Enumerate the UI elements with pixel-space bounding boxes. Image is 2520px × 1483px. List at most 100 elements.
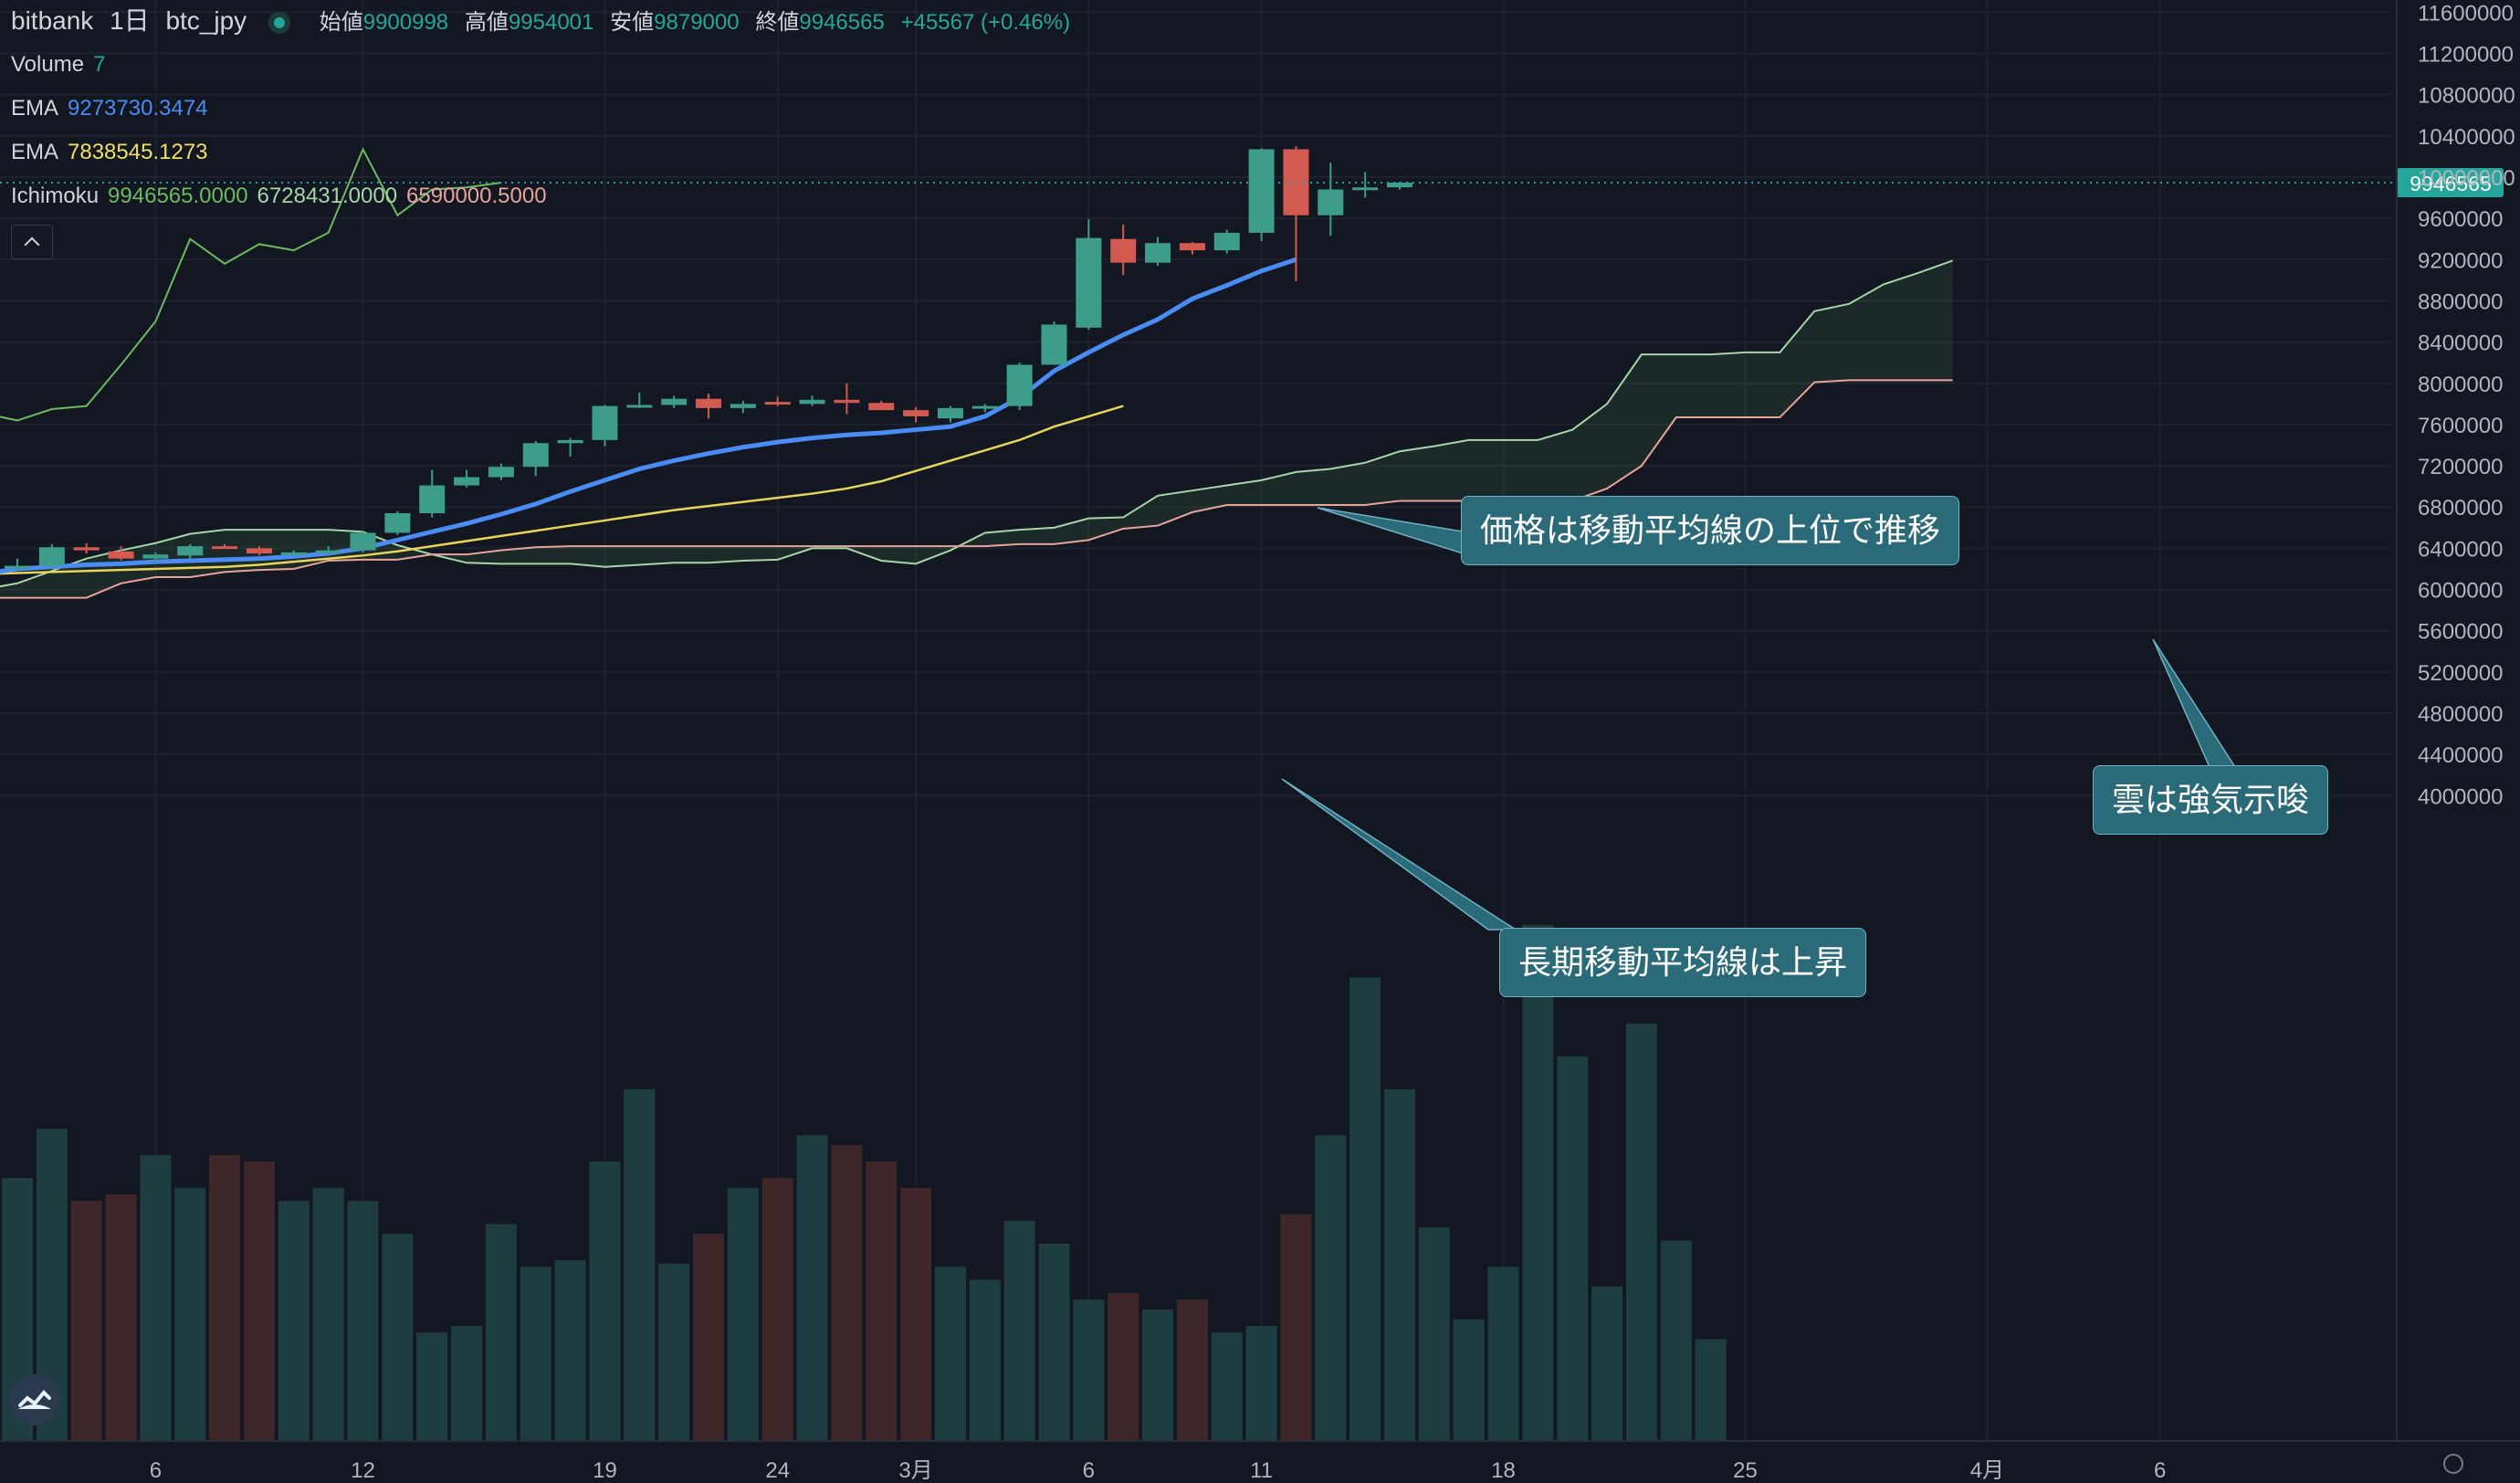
volume-bar	[1349, 977, 1381, 1441]
price-tick-label: 6000000	[2418, 579, 2503, 604]
time-axis: 2月61219243月61118254月6	[0, 1440, 2520, 1483]
volume-bar	[1418, 1227, 1450, 1441]
candle-body	[1248, 149, 1275, 233]
volume-bar	[1176, 1299, 1208, 1441]
price-tick-label: 9600000	[2418, 207, 2503, 232]
time-tick-label: 25	[1733, 1458, 1758, 1483]
volume-bar	[451, 1326, 483, 1441]
volume-bar	[1245, 1326, 1277, 1441]
candle-body	[522, 443, 549, 468]
volume-bar	[1625, 1023, 1657, 1441]
ema-fast-label: EMA	[11, 96, 59, 121]
time-tick-label: 19	[593, 1458, 617, 1483]
symbol-exchange[interactable]: bitbank	[11, 6, 94, 35]
span-a-line	[0, 259, 1953, 588]
collapse-legend-button[interactable]	[11, 225, 53, 259]
volume-bar	[209, 1154, 241, 1441]
candle-body	[937, 407, 963, 419]
ichimoku-cloud	[0, 259, 1953, 599]
ema-lines	[0, 257, 1297, 575]
symbol-legend: bitbank 1日 btc_jpy 始値9900998 高値9954001 安…	[11, 7, 1079, 37]
candle-body	[73, 547, 100, 551]
last-price-tag	[2397, 168, 2504, 197]
ohlc-high-label: 高値	[464, 10, 509, 35]
candle-body	[1318, 189, 1344, 216]
ichimoku-legend[interactable]: Ichimoku 9946565.0000 6728431.0000 6590000.…	[11, 183, 556, 210]
price-tick-label: 6400000	[2418, 537, 2503, 562]
candle-body	[1179, 243, 1205, 251]
volume-bar	[761, 1178, 793, 1441]
price-tick-label: 7600000	[2418, 414, 2503, 438]
symbol-pair[interactable]: btc_jpy	[165, 6, 247, 35]
volume-bar	[1315, 1135, 1347, 1441]
volume-legend[interactable]: Volume 7	[11, 51, 114, 79]
price-tick-label: 4400000	[2418, 743, 2503, 768]
ema-fast-legend[interactable]: EMA 9273730.3474	[11, 95, 217, 122]
ohlc-change: +45567 (+0.46%)	[900, 10, 1071, 35]
volume-bar	[1211, 1332, 1243, 1441]
candle-body	[1352, 187, 1379, 191]
callout-cloud-bullish[interactable]: 雲は強気示唆	[2093, 765, 2329, 835]
candle-body	[212, 546, 238, 550]
candle-body	[488, 467, 514, 478]
ema-slow-line	[0, 405, 1124, 575]
price-tick-label: 7200000	[2418, 455, 2503, 479]
candle-body	[38, 547, 65, 566]
price-tick-label: 11600000	[2418, 1, 2514, 26]
ema-slow-value: 7838545.1273	[68, 140, 208, 164]
volume-bar	[900, 1187, 932, 1441]
volume-bar	[485, 1224, 517, 1441]
ema-fast-value: 9273730.3474	[68, 96, 208, 121]
candle-body	[315, 550, 341, 553]
callout-price-above-ma[interactable]: 価格は移動平均線の上位で推移	[1461, 496, 1960, 565]
ohlc-close-label: 終値	[755, 10, 800, 35]
price-tick-label: 8000000	[2418, 373, 2503, 397]
cloud-fill	[0, 260, 1953, 598]
candle-body	[557, 439, 583, 444]
time-tick-label: 4月	[1970, 1458, 2004, 1483]
candle-body	[626, 405, 653, 408]
candle-body	[454, 477, 480, 486]
volume-bar	[658, 1263, 690, 1441]
volume-bar	[969, 1279, 1001, 1441]
volume-bar	[174, 1187, 206, 1441]
volume-bar	[416, 1332, 448, 1441]
price-tick-label: 4000000	[2418, 784, 2503, 809]
candle-body	[661, 398, 688, 405]
price-tick-label: 10800000	[2418, 84, 2515, 109]
candle-body	[730, 404, 756, 408]
market-status-icon	[273, 16, 285, 28]
settings-gear-icon[interactable]	[2443, 1454, 2463, 1474]
volume-bar	[1073, 1299, 1105, 1441]
symbol-interval[interactable]: 1日	[110, 6, 150, 35]
price-axis: 11600000 11200000 10800000 10400000 10000000…	[2396, 0, 2515, 1441]
volume-bar	[1487, 1267, 1519, 1441]
volume-bar	[624, 1089, 656, 1441]
volume-bar	[140, 1154, 172, 1441]
time-tick-label: 3月	[898, 1458, 932, 1483]
ema-slow-label: EMA	[11, 140, 59, 164]
ohlc-close: 9946565	[799, 10, 885, 35]
ema-slow-legend[interactable]: EMA 7838545.1273	[11, 139, 217, 166]
volume-bar	[831, 1145, 863, 1441]
ohlc-low-label: 安値	[610, 10, 655, 35]
callout-pointer-2	[1281, 778, 1518, 931]
volume-bar	[1522, 924, 1554, 1441]
callout-long-ma-rising[interactable]: 長期移動平均線は上昇	[1499, 928, 1867, 997]
time-tick-label: 24	[765, 1458, 790, 1483]
volume-bar	[1591, 1286, 1623, 1441]
tradingview-logo-icon[interactable]	[9, 1374, 60, 1425]
candle-body	[384, 513, 411, 533]
candle-body	[246, 548, 272, 554]
callout-pointer-3	[2152, 638, 2237, 768]
volume-bar	[278, 1201, 310, 1441]
volume-bar	[520, 1267, 551, 1441]
ohlc-open-label: 始値	[319, 10, 363, 35]
candle-body	[108, 551, 134, 559]
price-tick-label: 9200000	[2418, 248, 2503, 273]
candle-body	[1387, 183, 1412, 188]
ema-fast-line	[0, 257, 1297, 574]
volume-bar	[1453, 1319, 1485, 1441]
volume-bar	[1108, 1293, 1139, 1441]
